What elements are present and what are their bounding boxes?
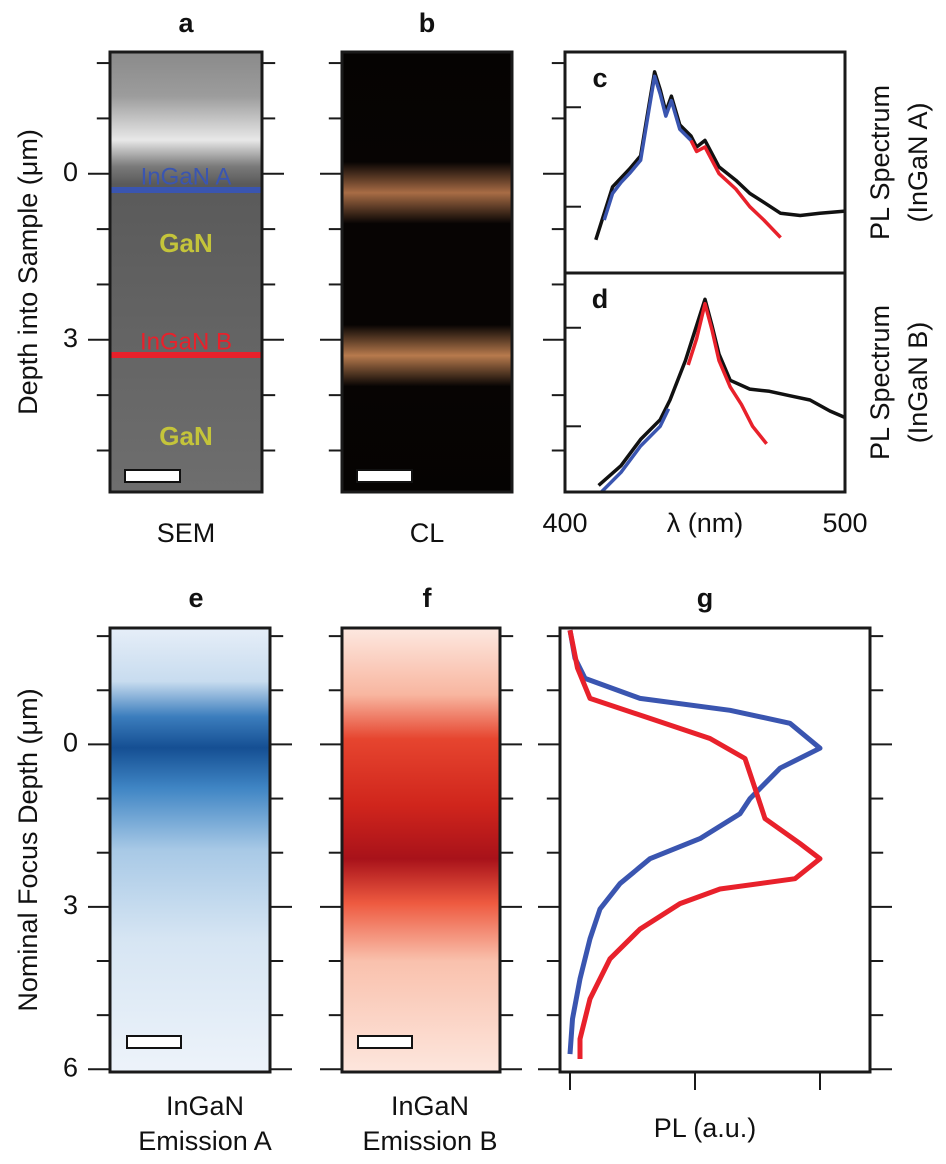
cl-image <box>342 52 512 492</box>
panel-letter: f <box>423 583 433 613</box>
series-line <box>689 139 782 239</box>
x-axis-label: λ (nm) <box>667 508 744 538</box>
panel-letter: g <box>697 583 714 613</box>
y-axis-label: PL Spectrum <box>865 305 895 460</box>
caption: Emission A <box>138 1126 272 1156</box>
caption: CL <box>410 518 445 548</box>
y-axis-label: Depth into Sample (μm) <box>13 129 43 415</box>
region-label: GaN <box>159 228 212 258</box>
caption: SEM <box>157 518 216 548</box>
series-line <box>602 74 693 221</box>
heatmap-a <box>110 628 270 1072</box>
panel-letter: e <box>188 583 203 613</box>
frame <box>108 626 272 1074</box>
sem-image <box>110 52 262 492</box>
series-line <box>567 629 823 1055</box>
x-tick-label: 400 <box>542 508 587 538</box>
y-axis-label: Nominal Focus Depth (μm) <box>13 688 43 1011</box>
heatmap-b <box>342 628 500 1072</box>
ingan-b-line <box>110 352 262 358</box>
panel-letter: c <box>592 63 607 93</box>
ingan-a-line <box>110 187 262 193</box>
x-tick-label: 500 <box>822 508 867 538</box>
panel-letter: a <box>178 8 194 38</box>
x-axis-label: PL (a.u.) <box>654 1113 757 1143</box>
region-label: InGaN A <box>141 163 232 190</box>
caption: InGaN <box>166 1091 244 1121</box>
y-tick-label: 3 <box>63 890 78 920</box>
y-axis-label: (InGaN A) <box>903 102 933 222</box>
y-axis-label: (InGaN B) <box>903 322 933 444</box>
scale-bar <box>126 1035 182 1049</box>
scale-bar <box>356 469 413 483</box>
panel-letter: b <box>419 8 436 38</box>
caption: Emission B <box>362 1126 497 1156</box>
series-line <box>567 629 823 1059</box>
caption: InGaN <box>391 1091 469 1121</box>
region-label: InGaN B <box>140 328 232 355</box>
scale-bar <box>357 1035 413 1049</box>
series-line <box>597 297 846 487</box>
panel-letter: d <box>592 284 609 314</box>
frame <box>340 626 502 1074</box>
series-line <box>686 301 768 445</box>
series-line <box>594 70 846 241</box>
y-tick-label: 3 <box>63 323 78 353</box>
y-axis-label: PL Spectrum <box>865 85 895 240</box>
frame <box>108 50 264 494</box>
y-tick-label: 0 <box>63 157 78 187</box>
frame <box>558 626 872 1074</box>
y-tick-label: 0 <box>63 728 78 758</box>
y-tick-label: 6 <box>63 1052 78 1082</box>
region-label: GaN <box>159 421 212 451</box>
frame <box>563 271 847 494</box>
series-line <box>600 408 671 494</box>
frame <box>340 50 514 494</box>
scale-bar <box>124 469 181 483</box>
